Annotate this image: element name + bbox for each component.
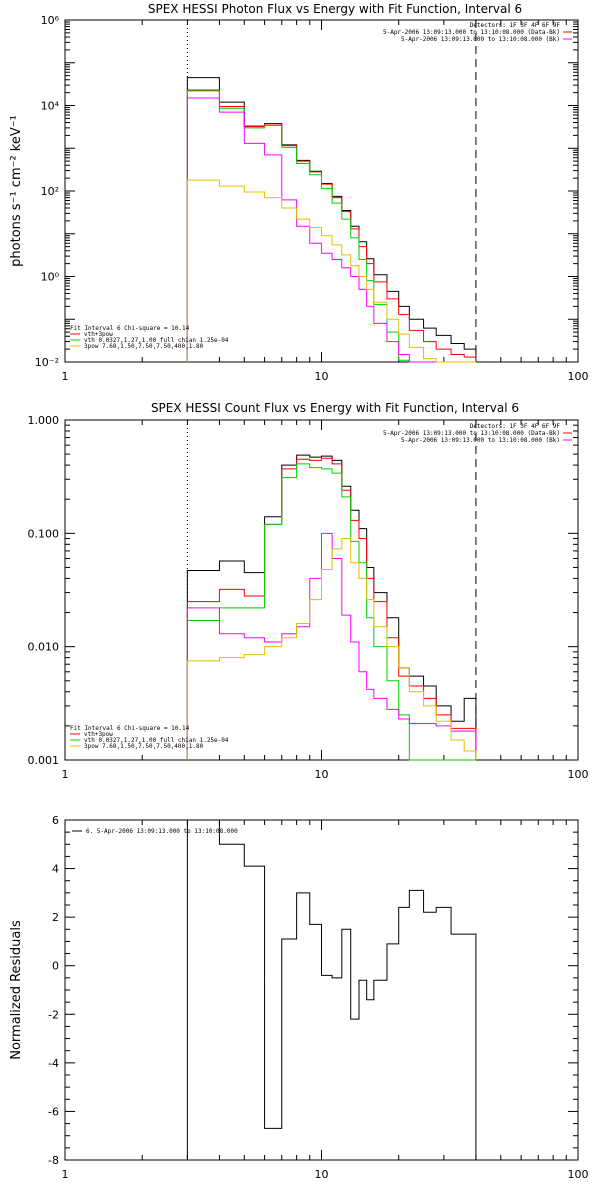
y-tick-label: 0.100 xyxy=(28,527,60,540)
series-histogram xyxy=(186,819,477,1160)
count-flux-title: SPEX HESSI Count Flux vs Energy with Fit… xyxy=(151,401,519,415)
x-tick-label: 100 xyxy=(568,370,589,383)
x-tick-label: 1 xyxy=(62,1168,69,1181)
legend-entry: 6. 5-Apr-2006 13:09:13.000 to 13:10:08.0… xyxy=(86,828,238,835)
legend-entry: vth 0.0327,1.27,1.00 full chian 1.25e-04 xyxy=(84,337,229,344)
y-tick-label: 10⁶ xyxy=(41,14,60,27)
y-tick-label: 10⁻² xyxy=(35,356,59,369)
y-tick-label: -2 xyxy=(48,1008,59,1021)
series-histogram xyxy=(186,77,477,362)
series-histogram xyxy=(186,538,477,760)
x-tick-label: 10 xyxy=(315,768,329,781)
legend-entry: Detectors: 1F 3F 4F 6F 9F xyxy=(470,423,561,430)
y-tick-label: 4 xyxy=(52,863,59,876)
series-histogram xyxy=(186,97,476,363)
y-tick-label: 10⁰ xyxy=(41,271,60,284)
y-tick-label: 10² xyxy=(41,185,59,198)
legend-entry: vth 0.0327,1.27,1.00 full chian 1.25e-04 xyxy=(84,737,229,744)
y-tick-label: -8 xyxy=(48,1154,59,1167)
series-histogram xyxy=(186,454,477,760)
x-tick-label: 100 xyxy=(568,1168,589,1181)
series-histogram xyxy=(186,532,477,760)
y-axis-label: photons s⁻¹ cm⁻² keV⁻¹ xyxy=(9,115,24,267)
legend-entry: Fit Interval 6 Chi-square = 10.14 xyxy=(70,325,190,332)
legend-entry: 3pow 7.68,1.50,7.50,7.50,400,1.80 xyxy=(84,743,204,750)
y-tick-label: 2 xyxy=(52,911,59,924)
y-axis-label: Normalized Residuals xyxy=(9,920,24,1060)
photon-flux-title: SPEX HESSI Photon Flux vs Energy with Fi… xyxy=(148,2,522,16)
x-tick-label: 10 xyxy=(315,370,329,383)
legend-entry: 5-Apr-2006 13:09:13.000 to 13:10:08.000 … xyxy=(401,36,560,43)
y-tick-label: 10⁴ xyxy=(41,100,60,113)
y-tick-label: 6 xyxy=(52,814,59,827)
x-tick-label: 1 xyxy=(62,768,69,781)
y-tick-label: -6 xyxy=(48,1105,59,1118)
count-flux-panel: SPEX HESSI Count Flux vs Energy with Fit… xyxy=(28,401,589,781)
y-tick-label: -4 xyxy=(48,1057,59,1070)
series-histogram xyxy=(186,463,476,761)
x-tick-label: 100 xyxy=(568,768,589,781)
y-tick-label: 0.001 xyxy=(28,754,60,767)
residuals-panel: 1 10 100 -8 -6 -4 -2 0 2 4 6 Normalized Residuals 6.… xyxy=(9,814,589,1181)
legend-entry: 5-Apr-2006 13:09:13.000 to 13:10:08.000 … xyxy=(401,437,560,444)
series-histogram xyxy=(186,89,477,362)
legend-entry: Detectors: 1F 3F 4F 6F 9F xyxy=(470,22,561,29)
y-tick-label: 1.000 xyxy=(28,414,60,427)
x-tick-label: 1 xyxy=(62,370,69,383)
legend-entry: 5-Apr-2006 13:09:13.000 to 13:10:08.000 … xyxy=(383,29,560,36)
y-tick-label: 0 xyxy=(52,960,59,973)
series-histogram xyxy=(186,90,476,363)
plot-frame xyxy=(64,19,579,363)
series-histogram xyxy=(186,179,476,363)
legend-entry: 5-Apr-2006 13:09:13.000 to 13:10:08.000 … xyxy=(383,430,560,437)
photon-flux-panel: SPEX HESSI Photon Flux vs Energy with Fi… xyxy=(9,2,589,383)
x-tick-label: 10 xyxy=(315,1168,329,1181)
legend-entry: 3pow 7.68,1.50,7.50,7.50,400,1.80 xyxy=(84,343,204,350)
plot-frame xyxy=(64,819,579,1161)
legend-entry: vth+3pow xyxy=(84,331,113,338)
series-histogram xyxy=(186,457,477,760)
legend-entry: Fit Interval 6 Chi-square = 10.14 xyxy=(70,725,190,732)
legend-entry: vth+3pow xyxy=(84,731,113,738)
y-tick-label: 0.010 xyxy=(28,641,60,654)
